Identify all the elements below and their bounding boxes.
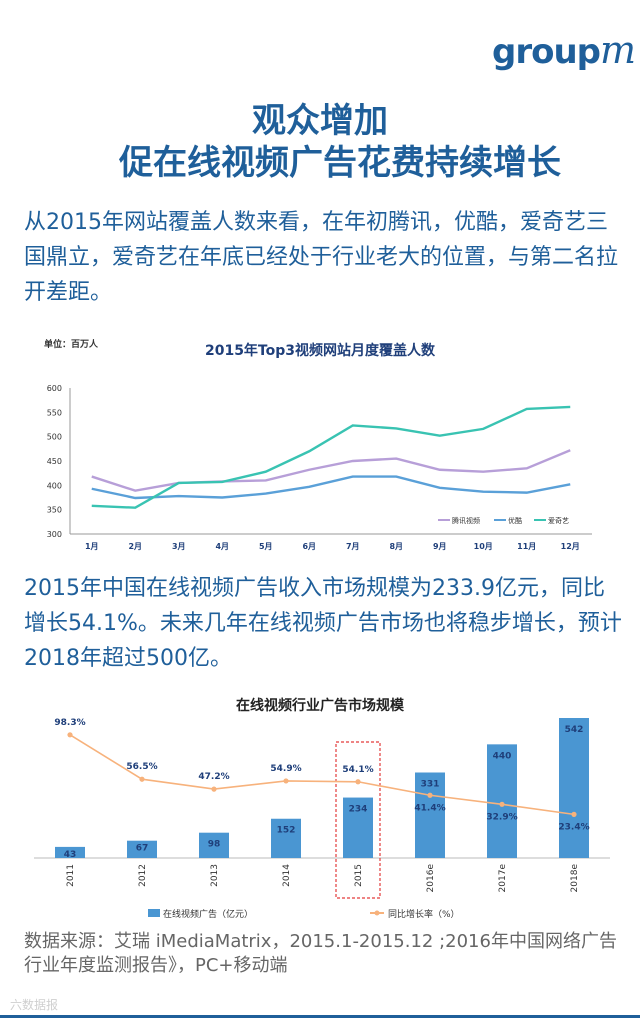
bar-chart-x-tick: 2015	[354, 864, 364, 887]
bar-2017e	[487, 744, 517, 858]
growth-point-2016e	[427, 792, 433, 798]
bar-value-label: 234	[349, 805, 368, 815]
bar-value-label: 542	[565, 725, 584, 735]
growth-label: 32.9%	[486, 812, 517, 822]
highlight-2015-box	[335, 741, 381, 899]
legend-label: 腾讯视频	[452, 516, 480, 525]
bar-chart-x-tick: 2011	[66, 864, 76, 887]
line-chart-title: 2015年Top3视频网站月度覆盖人数	[205, 342, 436, 359]
footer-bar	[0, 1015, 640, 1018]
market-paragraph: 2015年中国在线视频广告收入市场规模为233.9亿元，同比增长54.1%。未来…	[24, 576, 622, 671]
growth-point-2014	[283, 778, 289, 784]
line-chart-y-tick: 600	[47, 384, 62, 393]
line-chart-y-tick: 300	[47, 530, 62, 539]
line-chart-x-tick: 11月	[517, 542, 536, 551]
bar-value-label: 43	[64, 850, 77, 860]
line-chart-x-tick: 4月	[215, 542, 229, 551]
line-chart-x-tick: 1月	[85, 542, 99, 551]
bar-chart-x-tick: 2012	[138, 864, 148, 887]
bar-chart-x-tick: 2016e	[426, 864, 436, 893]
bar-chart-x-tick: 2014	[282, 864, 292, 887]
line-chart-y-tick: 500	[47, 433, 62, 442]
bar-value-label: 67	[136, 844, 149, 854]
bar-2018e	[559, 718, 589, 858]
page-title-line1: 观众增加	[252, 101, 388, 141]
line-chart-unit-label: 单位：百万人	[44, 338, 99, 350]
bar-2012	[127, 840, 157, 858]
bar-chart-title: 在线视频行业广告市场规模	[236, 697, 405, 714]
line-chart-x-tick: 7月	[346, 542, 360, 551]
line-chart-x-tick: 6月	[302, 542, 316, 551]
legend-label: 优酷	[508, 516, 522, 525]
line-chart-y-tick: 450	[47, 457, 62, 466]
growth-label: 41.4%	[414, 803, 445, 813]
bar-chart-x-tick: 2013	[210, 864, 220, 887]
bar-value-label: 331	[421, 780, 440, 790]
line-chart-x-tick: 8月	[389, 542, 403, 551]
line-series-腾讯视频	[91, 449, 571, 492]
legend-label: 同比增长率（%）	[388, 908, 460, 920]
growth-label: 56.5%	[126, 762, 157, 772]
line-chart-x-tick: 10月	[474, 542, 493, 551]
bar-value-label: 440	[493, 751, 512, 761]
page-title-line2: 促在线视频广告花费持续增长	[119, 143, 561, 183]
bar-value-label: 152	[277, 826, 296, 836]
growth-point-2018e	[571, 811, 577, 817]
growth-point-2011	[67, 732, 73, 738]
growth-point-2013	[211, 786, 217, 792]
line-chart-x-tick: 9月	[433, 542, 447, 551]
coverage-line-chart: 单位：百万人 2015年Top3视频网站月度覆盖人数 300 350 400 450 5…	[44, 338, 592, 551]
line-chart-x-tick: 5月	[259, 542, 273, 551]
growth-label: 98.3%	[54, 718, 85, 728]
line-series-优酷	[91, 475, 571, 500]
bar-2013	[199, 832, 229, 858]
ad-market-bar-chart: 在线视频行业广告市场规模 43 67 98 152 234 331 440 542 98.3%…	[34, 697, 610, 920]
growth-label: 23.4%	[558, 822, 589, 832]
bar-chart-x-tick: 2017e	[498, 864, 508, 893]
line-chart-x-tick: 2月	[128, 542, 142, 551]
coverage-paragraph: 从2015年网站覆盖人数来看，在年初腾讯，优酷，爱奇艺三国鼎立，爱奇艺在年底已经…	[24, 210, 619, 305]
line-chart-y-tick: 350	[47, 506, 62, 515]
bar-2015	[343, 797, 373, 858]
line-chart-x-tick: 3月	[172, 542, 186, 551]
line-series-爱奇艺	[91, 405, 571, 509]
growth-point-2012	[139, 776, 145, 782]
growth-label: 54.1%	[342, 765, 373, 775]
line-chart-y-tick: 550	[47, 408, 62, 417]
growth-label: 54.9%	[270, 764, 301, 774]
growth-point-2015	[355, 779, 361, 785]
growth-point-2017e	[499, 801, 505, 807]
bar-2011	[55, 846, 85, 858]
line-chart-y-tick: 400	[47, 481, 62, 490]
legend-label: 在线视频广告（亿元）	[163, 908, 253, 920]
legend-marker	[374, 910, 380, 916]
watermark: 六数据报	[10, 998, 59, 1012]
legend-label: 爱奇艺	[548, 516, 569, 525]
source-note: 数据来源：艾瑞 iMediaMatrix，2015.1-2015.12 ;201…	[24, 931, 617, 976]
bar-value-label: 98	[208, 840, 221, 850]
line-chart-x-tick: 12月	[561, 542, 580, 551]
bar-2014	[271, 818, 301, 858]
growth-rate-line	[69, 734, 575, 816]
bar-2016e	[415, 772, 445, 858]
bar-chart-x-tick: 2018e	[570, 864, 580, 893]
groupm-logo: groupm	[492, 28, 636, 72]
growth-label: 47.2%	[198, 772, 229, 782]
legend-swatch	[148, 909, 160, 917]
